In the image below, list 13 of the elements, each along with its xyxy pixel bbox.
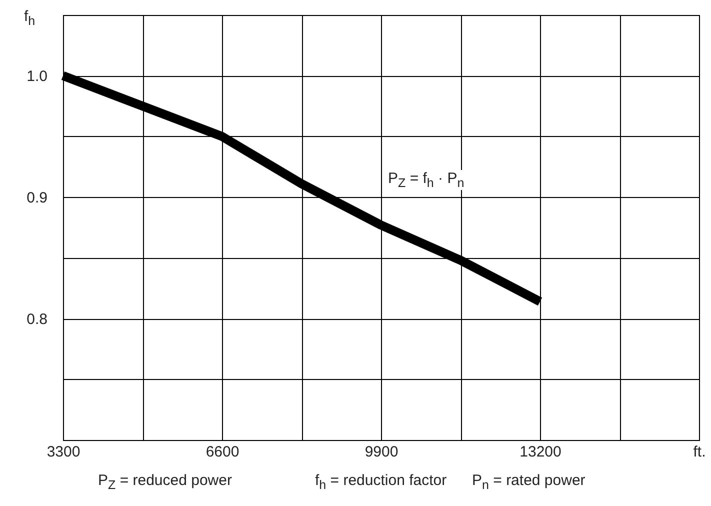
y-tick-label: 1.0 — [26, 68, 48, 86]
y-tick-label: 0.8 — [26, 311, 48, 328]
text: P$_{n}$ = rated power — [470, 472, 588, 492]
x-tick-label: 6600 — [206, 444, 240, 460]
x-tick-label: 9900 — [364, 444, 398, 460]
x-tick-label: 13200 — [520, 444, 562, 460]
annotation: P$_{Z}$ = f$_{h}$ · P$_{n}$ — [386, 170, 466, 190]
x-tick-label: 3300 — [46, 444, 80, 460]
text: f$_{h}$ = reduction factor — [313, 472, 449, 492]
y-tick-label: 0.9 — [26, 190, 48, 207]
x-tick-label: ft. — [693, 444, 706, 460]
text: P$_{Z}$ = reduced power — [96, 472, 234, 492]
y-axis-title: f$_{h}$ — [22, 8, 38, 28]
